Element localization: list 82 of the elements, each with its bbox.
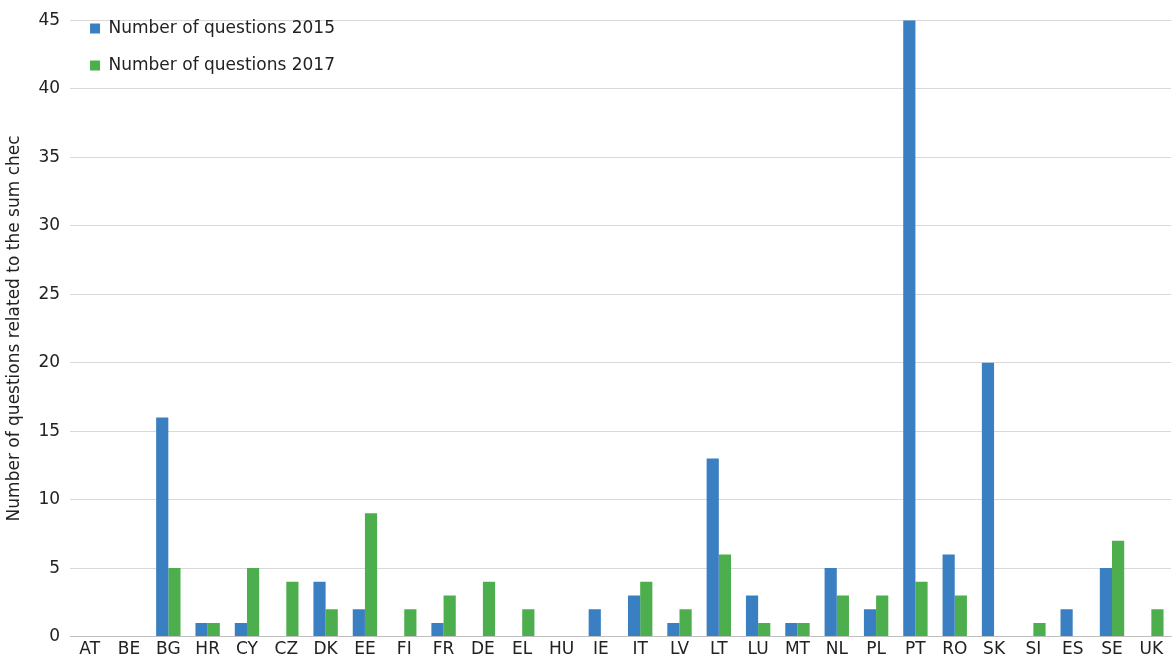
x-tick-label: CY — [235, 638, 259, 659]
y-tick-label: 0 — [49, 625, 61, 646]
x-tick-label: FR — [432, 638, 455, 659]
x-tick-label: SI — [1025, 638, 1042, 659]
x-tick-label: UK — [1139, 638, 1164, 659]
bar — [876, 595, 889, 637]
bar — [195, 622, 208, 637]
bar — [313, 581, 326, 637]
x-tick-label: EL — [512, 638, 533, 659]
y-axis-title: Number of questions related to the sum chec — [2, 135, 23, 522]
bar — [234, 622, 247, 637]
x-tick-label: NL — [825, 638, 849, 659]
bar — [1112, 540, 1125, 637]
x-tick-label: BG — [156, 638, 181, 659]
bar — [627, 595, 641, 637]
x-tick-label: LU — [747, 638, 769, 659]
bar — [325, 609, 338, 637]
bar — [942, 554, 955, 637]
x-tick-label: IE — [592, 638, 609, 659]
bar — [404, 609, 417, 637]
x-tick-label: ES — [1061, 638, 1084, 659]
x-tick-label: MT — [784, 638, 811, 659]
bar — [915, 581, 928, 637]
bar — [1151, 609, 1164, 637]
bar — [640, 581, 653, 637]
bar — [797, 622, 810, 637]
y-tick-label: 30 — [38, 214, 61, 235]
bar — [431, 622, 444, 637]
x-tick-label: SE — [1101, 638, 1123, 659]
x-tick-label: AT — [79, 638, 101, 659]
bar — [1099, 568, 1113, 637]
bar — [364, 513, 378, 637]
bar — [207, 622, 220, 637]
x-tick-label: PT — [905, 638, 927, 659]
y-tick-label: 35 — [38, 145, 61, 166]
bar — [836, 595, 849, 637]
y-tick-label: 25 — [38, 282, 61, 303]
bar — [246, 568, 260, 637]
bar — [745, 595, 759, 637]
bar — [679, 609, 692, 637]
x-tick-label: PL — [866, 638, 887, 659]
x-tick-label: IT — [632, 638, 649, 659]
bar — [1060, 609, 1073, 637]
bar — [156, 417, 169, 637]
bar — [954, 595, 967, 637]
x-tick-label: FI — [396, 638, 412, 659]
x-tick-label: LT — [710, 638, 729, 659]
x-tick-label: EE — [354, 638, 376, 659]
y-tick-label: 45 — [38, 8, 61, 29]
bar — [522, 609, 535, 637]
y-tick-label: 10 — [38, 488, 61, 509]
y-tick-label: 40 — [38, 77, 61, 98]
bar — [718, 554, 732, 637]
x-tick-label: DK — [313, 638, 339, 659]
x-tick-label: DE — [470, 638, 495, 659]
bar — [443, 595, 456, 637]
x-tick-label: HU — [548, 638, 575, 659]
bar — [903, 20, 916, 637]
bar — [352, 609, 365, 637]
bar — [706, 458, 719, 637]
x-tick-label: RO — [942, 638, 968, 659]
legend-label: Number of questions 2015 — [108, 16, 335, 37]
bar — [824, 568, 837, 637]
bar — [1033, 622, 1046, 637]
bar — [863, 609, 877, 637]
bar — [482, 581, 496, 637]
x-tick-label: SK — [983, 638, 1006, 659]
x-tick-label: LV — [669, 638, 690, 659]
bar — [168, 568, 181, 637]
bar — [758, 622, 771, 637]
y-tick-label: 20 — [38, 351, 61, 372]
bar — [286, 581, 299, 637]
bar — [785, 622, 798, 637]
bar — [588, 609, 601, 637]
legend-label: Number of questions 2017 — [108, 53, 335, 74]
y-tick-label: 5 — [49, 556, 61, 577]
bar — [981, 362, 995, 637]
x-tick-label: CZ — [274, 638, 299, 659]
x-tick-label: BE — [117, 638, 141, 659]
x-tick-label: HR — [195, 638, 221, 659]
y-tick-label: 15 — [38, 419, 61, 440]
bar — [667, 622, 680, 637]
